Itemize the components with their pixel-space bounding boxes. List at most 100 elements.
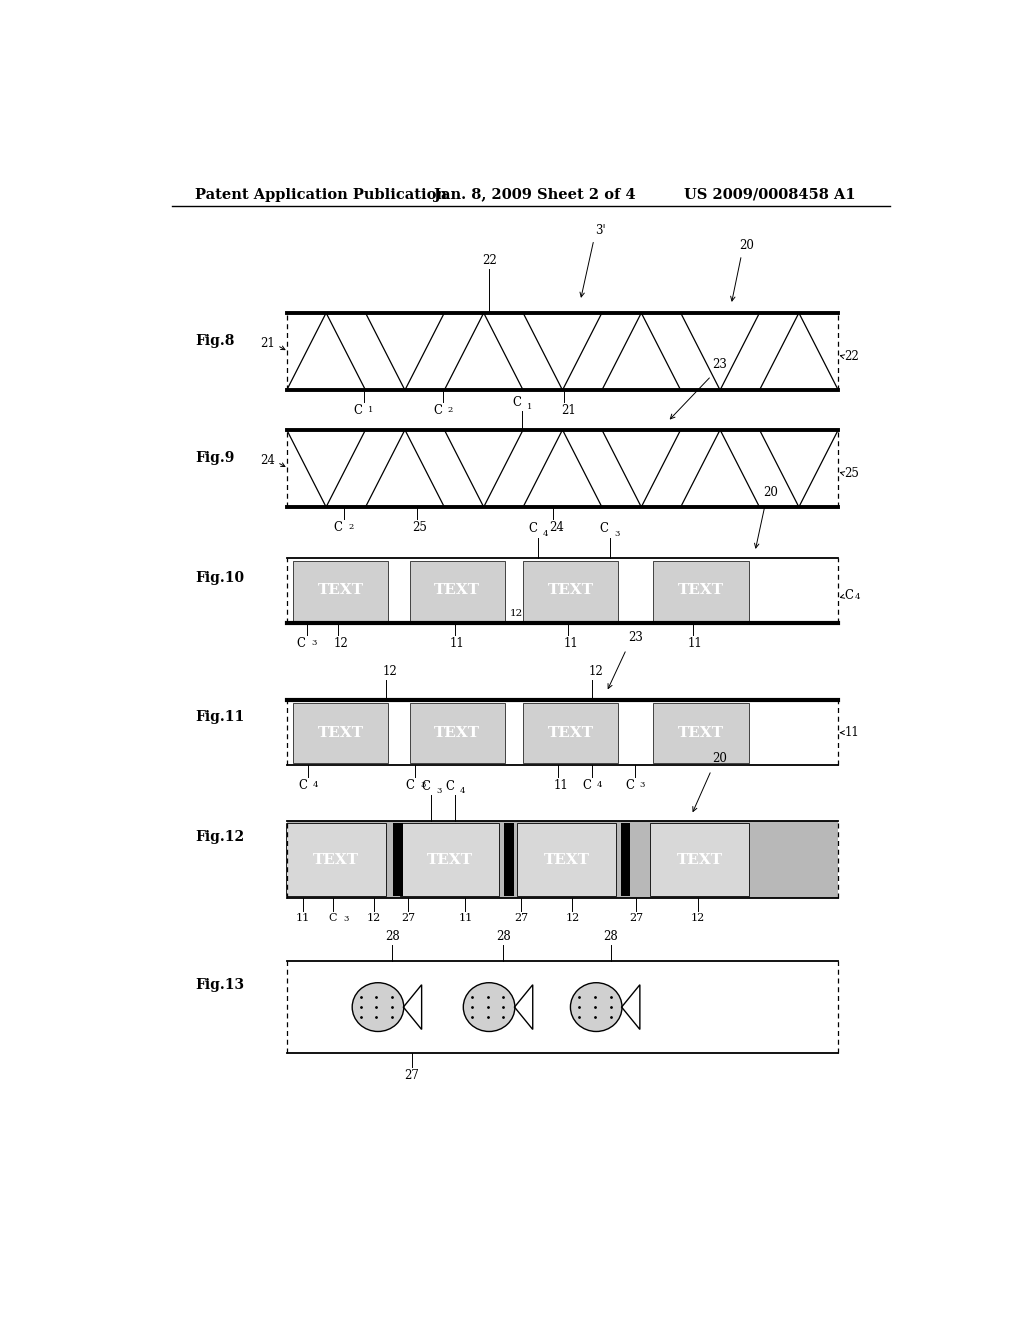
- Text: C: C: [583, 779, 591, 792]
- Text: 27: 27: [514, 912, 528, 923]
- Text: 21: 21: [561, 404, 575, 417]
- Text: 3: 3: [640, 781, 645, 789]
- Text: TEXT: TEXT: [678, 726, 724, 739]
- Text: 4: 4: [460, 787, 465, 795]
- Text: Fig.12: Fig.12: [196, 830, 245, 845]
- Text: 22: 22: [481, 255, 497, 267]
- Text: 3: 3: [343, 915, 348, 923]
- Bar: [287, 821, 839, 899]
- Text: TEXT: TEXT: [434, 583, 480, 598]
- Text: 23: 23: [712, 358, 727, 371]
- Text: 3: 3: [311, 639, 316, 647]
- Text: Patent Application Publication: Patent Application Publication: [196, 187, 447, 202]
- Text: TEXT: TEXT: [544, 853, 590, 867]
- Text: TEXT: TEXT: [677, 853, 722, 867]
- Text: 2: 2: [348, 523, 354, 531]
- Text: Jan. 8, 2009: Jan. 8, 2009: [433, 187, 531, 202]
- Text: 3': 3': [595, 223, 605, 236]
- Text: Fig.9: Fig.9: [196, 451, 234, 465]
- Text: 23: 23: [629, 631, 643, 644]
- Text: 3: 3: [614, 529, 620, 537]
- Text: C: C: [329, 912, 337, 923]
- Bar: [653, 561, 749, 620]
- Text: C: C: [444, 780, 454, 792]
- Text: TEXT: TEXT: [434, 583, 480, 598]
- Bar: [293, 561, 388, 620]
- Text: C: C: [421, 780, 430, 792]
- Text: C: C: [845, 589, 854, 602]
- Text: 12: 12: [690, 912, 705, 923]
- Text: 12: 12: [333, 638, 348, 651]
- Text: 12: 12: [589, 665, 603, 677]
- Text: 24: 24: [260, 454, 274, 467]
- Text: 4: 4: [597, 781, 602, 789]
- Bar: [410, 561, 505, 620]
- Text: 1: 1: [369, 407, 374, 414]
- Text: 12: 12: [367, 912, 381, 923]
- Text: 11: 11: [458, 912, 472, 923]
- Text: 4: 4: [543, 529, 549, 537]
- Text: 20: 20: [712, 752, 727, 766]
- Text: 21: 21: [260, 337, 274, 350]
- Text: 25: 25: [845, 467, 859, 480]
- Text: 12: 12: [510, 609, 523, 618]
- Text: TEXT: TEXT: [548, 583, 594, 598]
- Text: 28: 28: [385, 931, 399, 942]
- Text: 25: 25: [413, 521, 427, 535]
- Text: TEXT: TEXT: [548, 583, 594, 598]
- Text: 3: 3: [436, 787, 441, 795]
- Text: TEXT: TEXT: [317, 583, 364, 598]
- Text: 20: 20: [763, 486, 778, 499]
- Text: C: C: [298, 779, 307, 792]
- Text: 27: 27: [401, 912, 415, 923]
- Bar: [393, 824, 402, 896]
- Text: C: C: [353, 404, 362, 417]
- Text: TEXT: TEXT: [678, 583, 724, 598]
- Text: 12: 12: [565, 912, 580, 923]
- Text: Sheet 2 of 4: Sheet 2 of 4: [537, 187, 635, 202]
- Text: 20: 20: [739, 239, 755, 252]
- Bar: [650, 824, 749, 896]
- Bar: [410, 704, 505, 763]
- Bar: [523, 704, 618, 763]
- Text: C: C: [512, 396, 521, 409]
- Text: C: C: [625, 779, 634, 792]
- Text: 12: 12: [383, 665, 397, 677]
- Bar: [517, 824, 616, 896]
- Bar: [523, 561, 618, 620]
- Text: 4: 4: [313, 781, 318, 789]
- Bar: [399, 824, 499, 896]
- Text: 24: 24: [549, 521, 564, 535]
- Text: TEXT: TEXT: [678, 583, 724, 598]
- Text: 28: 28: [496, 931, 511, 942]
- Text: Fig.8: Fig.8: [196, 334, 234, 348]
- Bar: [287, 824, 385, 896]
- Text: C: C: [600, 523, 608, 536]
- Text: 11: 11: [688, 638, 702, 651]
- Text: TEXT: TEXT: [434, 726, 480, 739]
- Bar: [653, 704, 749, 763]
- Text: TEXT: TEXT: [317, 583, 364, 598]
- Text: 3: 3: [420, 781, 425, 789]
- Text: 11: 11: [450, 638, 465, 651]
- Text: 4: 4: [855, 594, 860, 602]
- Text: 11: 11: [296, 912, 309, 923]
- Text: C: C: [406, 779, 415, 792]
- Text: 11: 11: [845, 726, 859, 739]
- Text: C: C: [433, 404, 442, 417]
- Text: C: C: [334, 521, 343, 535]
- Text: 11: 11: [563, 638, 579, 651]
- Text: Fig.10: Fig.10: [196, 572, 245, 585]
- Text: TEXT: TEXT: [317, 726, 364, 739]
- Ellipse shape: [570, 982, 622, 1031]
- Text: 22: 22: [845, 350, 859, 363]
- Text: Fig.13: Fig.13: [196, 978, 245, 991]
- Text: 2: 2: [447, 407, 453, 414]
- Text: TEXT: TEXT: [313, 853, 359, 867]
- Text: TEXT: TEXT: [548, 726, 594, 739]
- Ellipse shape: [352, 982, 403, 1031]
- Text: 27: 27: [629, 912, 643, 923]
- Text: 1: 1: [527, 404, 532, 412]
- Text: C: C: [528, 523, 538, 536]
- Text: US 2009/0008458 A1: US 2009/0008458 A1: [684, 187, 855, 202]
